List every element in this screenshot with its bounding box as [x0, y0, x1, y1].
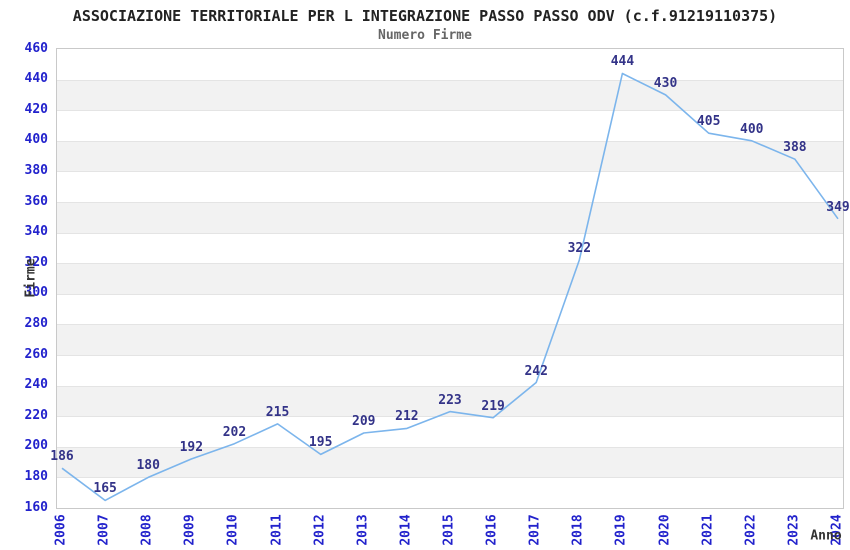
- plot-band: [57, 446, 843, 478]
- data-label: 180: [136, 458, 160, 474]
- x-tick-label: 2008: [139, 514, 155, 546]
- x-tick-label: 2013: [355, 514, 371, 546]
- y-tick-label: 340: [24, 224, 48, 240]
- x-axis-title: Anno: [810, 528, 842, 544]
- data-label: 444: [610, 54, 635, 70]
- x-tick-label: 2011: [269, 514, 285, 546]
- x-tick-label: 2016: [484, 514, 500, 546]
- y-tick-label: 280: [24, 315, 48, 331]
- x-tick-label: 2012: [312, 514, 328, 546]
- chart-title: ASSOCIAZIONE TERRITORIALE PER L INTEGRAZ…: [72, 7, 778, 25]
- plot-band: [57, 140, 843, 172]
- y-tick-label: 160: [24, 499, 48, 515]
- x-tick-label: 2021: [700, 514, 716, 546]
- y-tick-label: 220: [24, 407, 48, 423]
- data-label: 219: [481, 398, 505, 414]
- data-label: 242: [524, 363, 548, 379]
- plot-band: [57, 79, 843, 111]
- x-tick-label: 2006: [53, 514, 69, 546]
- x-tick-label: 2019: [613, 514, 629, 546]
- data-label: 192: [179, 440, 204, 456]
- data-label: 195: [308, 435, 333, 451]
- data-label: 215: [265, 404, 290, 420]
- series-line: [61, 72, 839, 502]
- x-tick-label: 2018: [570, 514, 586, 546]
- plot-band: [57, 293, 843, 325]
- data-label: 400: [740, 121, 764, 137]
- plot-band: [57, 263, 843, 294]
- y-tick-label: 260: [24, 346, 48, 362]
- data-label: 322: [567, 241, 592, 257]
- y-tick-label: 400: [24, 132, 48, 148]
- plot-band: [57, 477, 843, 508]
- plot-band: [57, 49, 843, 80]
- plot-band: [57, 110, 843, 141]
- plot-band: [57, 355, 843, 386]
- y-tick-label: 320: [24, 254, 48, 270]
- data-label: 405: [696, 114, 721, 130]
- plot-area: 186 165 180 192 202 215 195 209 212 223 219 242 322 4…: [50, 48, 850, 509]
- y-tick-label: 180: [24, 468, 48, 484]
- chart-subtitle: Numero Firme: [378, 28, 472, 43]
- data-label: 349: [826, 199, 850, 215]
- plot-band: [57, 232, 843, 264]
- data-label: 202: [222, 424, 247, 440]
- y-tick-label: 240: [24, 377, 48, 393]
- plot-band: [57, 171, 843, 202]
- x-tick-label: 2007: [96, 514, 112, 546]
- data-label: 388: [783, 140, 807, 156]
- y-tick-label: 360: [24, 193, 48, 209]
- data-label: 212: [395, 409, 419, 425]
- x-tick-label: 2015: [441, 514, 457, 546]
- x-tick-label: 2017: [527, 514, 543, 546]
- y-tick-label: 460: [24, 40, 48, 56]
- y-tick-label: 300: [24, 285, 48, 301]
- y-tick-label: 200: [24, 438, 48, 454]
- x-tick-label: 2010: [225, 514, 241, 546]
- x-tick-label: 2023: [786, 514, 802, 546]
- plot-band: [57, 202, 843, 233]
- plot-band: [57, 324, 843, 355]
- data-label: 165: [93, 481, 117, 497]
- y-axis-title: Firme: [23, 258, 39, 298]
- plot-band: [57, 416, 843, 447]
- y-tick-label: 380: [24, 162, 48, 178]
- data-label: 223: [438, 392, 462, 408]
- x-tick-label: 2022: [743, 514, 759, 546]
- y-tick-label: 420: [24, 101, 48, 117]
- x-tick-label: 2020: [657, 514, 673, 546]
- data-label: 430: [653, 75, 678, 91]
- series-line-svg: [61, 72, 839, 502]
- x-tick-label: 2009: [182, 514, 198, 546]
- x-tick-label: 2014: [398, 514, 414, 546]
- y-tick-label: 440: [24, 71, 48, 87]
- data-label: 186: [50, 449, 74, 465]
- data-label: 209: [352, 414, 376, 430]
